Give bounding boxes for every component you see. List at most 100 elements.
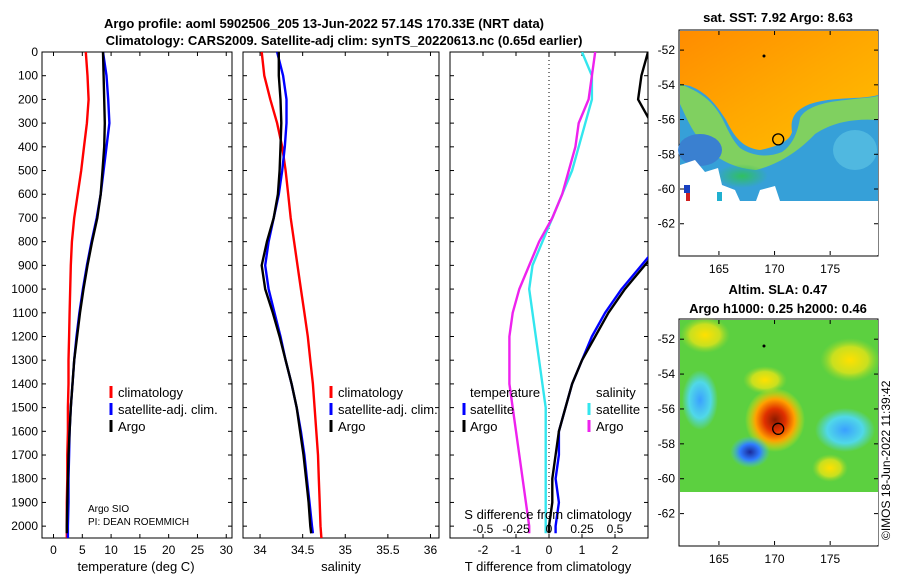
sst-map: sat. SST: 7.92 Argo: 8.63 -52 -54 -56 -58 -6…: [658, 10, 879, 276]
map-y-tick-label: -58: [658, 147, 676, 161]
sst-map-title: sat. SST: 7.92 Argo: 8.63: [703, 10, 853, 25]
sst-pixel: [686, 193, 690, 201]
sla-map-title-line2: Argo h1000: 0.25 h2000: 0.46: [689, 301, 867, 316]
sst-cloud-mask: [680, 160, 740, 201]
difference-legend-salinity: salinity satellite Argo: [587, 385, 640, 434]
map-y-tick-label: -60: [658, 182, 676, 196]
x-tick-label: 34: [253, 543, 267, 557]
series-line-t-satellite: [554, 52, 648, 534]
depth-tick-label: 1400: [11, 377, 38, 391]
depth-tick-label: 1700: [11, 448, 38, 462]
x-tick-label: 30: [220, 543, 234, 557]
temperature-panel: 0100200300400500600700800900100011001200…: [11, 45, 233, 557]
depth-tick-label: 1100: [12, 306, 38, 320]
salinity-panel: 34 34.5 35 35.5 36: [242, 51, 440, 557]
sst-green-patch: [716, 164, 768, 188]
legend-title-salinity: salinity: [596, 385, 636, 400]
temperature-legend: climatology satellite-adj. clim. Argo: [109, 385, 218, 434]
x-tick-label: 36: [424, 543, 438, 557]
map-y-tick-label: -58: [658, 437, 676, 451]
sst-front-band: [680, 84, 878, 170]
legend-label-s-satellite: satellite: [596, 402, 640, 417]
map-x-tick-label: 175: [820, 552, 840, 566]
legend-label-climatology: climatology: [338, 385, 404, 400]
map-y-tick-label: -56: [658, 402, 676, 416]
x-tick-label: 1: [579, 543, 586, 557]
s-difference-tick-label: 0.25: [570, 522, 594, 536]
sst-small-marker: [762, 54, 766, 58]
sla-yellow-blob: [820, 338, 880, 382]
map-y-tick-label: -52: [658, 43, 676, 57]
x-tick-label: 10: [104, 543, 118, 557]
salinity-legend: climatology satellite-adj. clim. Argo: [329, 385, 438, 434]
depth-tick-label: 1500: [11, 401, 38, 415]
series-line-s-argo: [508, 52, 597, 534]
sst-map-ticks: -52 -54 -56 -58 -60 -62 165 170 175: [658, 31, 878, 276]
series-group: [65, 52, 111, 538]
depth-tick-label: 2000: [11, 519, 38, 533]
depth-tick-label: 300: [18, 116, 38, 130]
x-tick-label: 35: [339, 543, 353, 557]
plot-frame: [242, 51, 440, 539]
map-x-tick-label: 165: [709, 262, 729, 276]
sla-high-anomaly: [745, 388, 805, 452]
depth-tick-label: 100: [18, 69, 38, 83]
depth-tick-label: 0: [31, 45, 38, 59]
depth-tick-label: 500: [18, 164, 38, 178]
series-group: [260, 52, 323, 538]
x-tick-label: 35.5: [376, 543, 400, 557]
map-x-tick-label: 175: [820, 262, 840, 276]
x-tick-label: -1: [511, 543, 522, 557]
s-difference-ticks: -0.5 -0.25 0 0.25 0.5: [473, 522, 624, 536]
series-group: [508, 52, 648, 534]
figure-title-line2: Climatology: CARS2009. Satellite-adj cli…: [106, 33, 583, 48]
sla-field: [680, 317, 880, 492]
map-x-tick-label: 165: [709, 552, 729, 566]
depth-tick-label: 600: [18, 187, 38, 201]
sla-yellow-blob: [743, 366, 787, 394]
map-y-tick-label: -62: [658, 507, 676, 521]
depth-tick-label: 1200: [11, 329, 38, 343]
x-tick-label: 20: [162, 543, 176, 557]
sla-small-marker: [762, 344, 766, 348]
sst-land-mask: [680, 201, 878, 255]
s-difference-tick-label: 0.5: [607, 522, 624, 536]
legend-label-argo: Argo: [338, 419, 365, 434]
sla-map-ticks: -52 -54 -56 -58 -60 -62 165 170 175: [658, 320, 878, 566]
series-line-argo: [65, 52, 107, 534]
x-tick-label: 0: [50, 543, 57, 557]
legend-label-argo: Argo: [118, 419, 145, 434]
sla-cyan-blob: [682, 370, 718, 430]
difference-panel: -2 -1 0 1 2: [449, 51, 649, 557]
legend-label-s-argo: Argo: [596, 419, 623, 434]
s-difference-tick-label: 0: [546, 522, 553, 536]
depth-tick-label: 400: [18, 140, 38, 154]
sst-warm-water: [680, 31, 878, 150]
argo-pi: PI: DEAN ROEMMICH: [88, 517, 189, 528]
figure-title-line1: Argo profile: aoml 5902506_205 13-Jun-20…: [104, 16, 544, 31]
legend-label-satellite: satellite-adj. clim.: [338, 402, 438, 417]
sst-cold-eddy: [833, 130, 877, 170]
imos-watermark: ©IMOS 18-Jun-2022 11:39:42: [879, 380, 893, 540]
s-difference-tick-label: -0.5: [473, 522, 494, 536]
sla-land-mask: [680, 492, 878, 545]
x-tick-label: 25: [191, 543, 205, 557]
t-difference-xlabel: T difference from climatology: [465, 559, 632, 574]
map-y-tick-label: -54: [658, 78, 676, 92]
depth-tick-label: 1600: [11, 424, 38, 438]
sla-cyan-blob: [815, 408, 875, 452]
depth-tick-label: 800: [18, 235, 38, 249]
depth-tick-label: 1900: [11, 495, 38, 509]
depth-tick-label: 200: [18, 92, 38, 106]
map-y-tick-label: -52: [658, 332, 676, 346]
sla-argo-location-marker: [772, 422, 785, 435]
depth-tick-label: 1800: [11, 472, 38, 486]
sst-field: [678, 31, 878, 201]
plot-frame: [41, 51, 233, 539]
sst-argo-location-marker: [772, 133, 785, 146]
sst-pixel: [717, 192, 722, 201]
sla-low-anomaly: [730, 436, 770, 468]
map-x-tick-label: 170: [765, 552, 785, 566]
sst-deep-blue-patch: [678, 134, 722, 166]
